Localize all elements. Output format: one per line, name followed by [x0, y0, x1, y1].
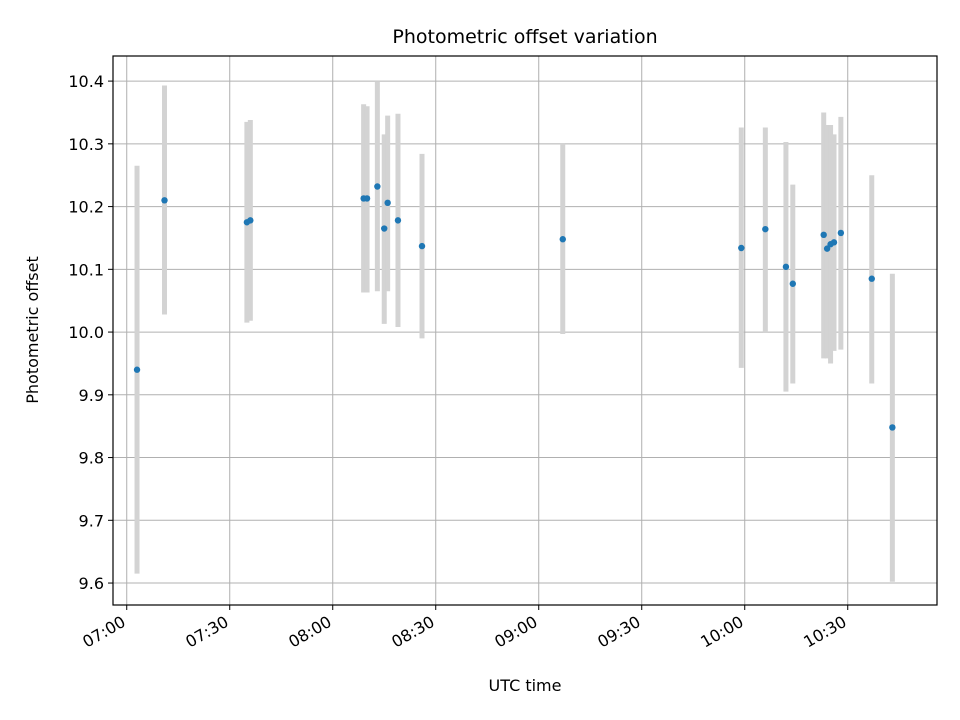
- data-point: [418, 242, 426, 250]
- data-point: [789, 280, 796, 287]
- data-point: [247, 217, 254, 224]
- data-point: [394, 217, 402, 224]
- data-point: [738, 244, 745, 252]
- y-tick-label: 10.3: [68, 135, 104, 154]
- y-tick-label: 9.6: [79, 574, 104, 593]
- y-tick-label: 10.0: [68, 323, 104, 342]
- data-point: [762, 225, 769, 233]
- grid-lines: [113, 56, 937, 605]
- data-point: [133, 366, 141, 373]
- y-tick-label: 9.8: [79, 449, 104, 468]
- y-tick-label: 10.4: [68, 72, 104, 91]
- y-tick-label: 9.7: [79, 511, 104, 530]
- data-point: [782, 263, 790, 271]
- data-point: [889, 424, 896, 431]
- data-point: [820, 231, 827, 239]
- data-points: [133, 183, 896, 431]
- y-tick-label: 10.2: [68, 198, 104, 217]
- data-point: [374, 183, 381, 190]
- y-axis-label: Photometric offset: [23, 256, 42, 404]
- chart-title: Photometric offset variation: [392, 26, 657, 48]
- plot-frame: [112, 55, 938, 606]
- data-point: [559, 236, 566, 243]
- data-point: [161, 197, 168, 204]
- data-point: [868, 275, 875, 282]
- y-tick-label: 9.9: [79, 386, 104, 405]
- data-point: [384, 199, 391, 207]
- y-tick-label: 10.1: [68, 260, 104, 279]
- data-point: [837, 229, 845, 237]
- data-point: [823, 245, 831, 252]
- data-point: [830, 239, 838, 246]
- data-point: [363, 195, 371, 202]
- data-point: [381, 225, 388, 232]
- x-axis-label: UTC time: [489, 676, 562, 695]
